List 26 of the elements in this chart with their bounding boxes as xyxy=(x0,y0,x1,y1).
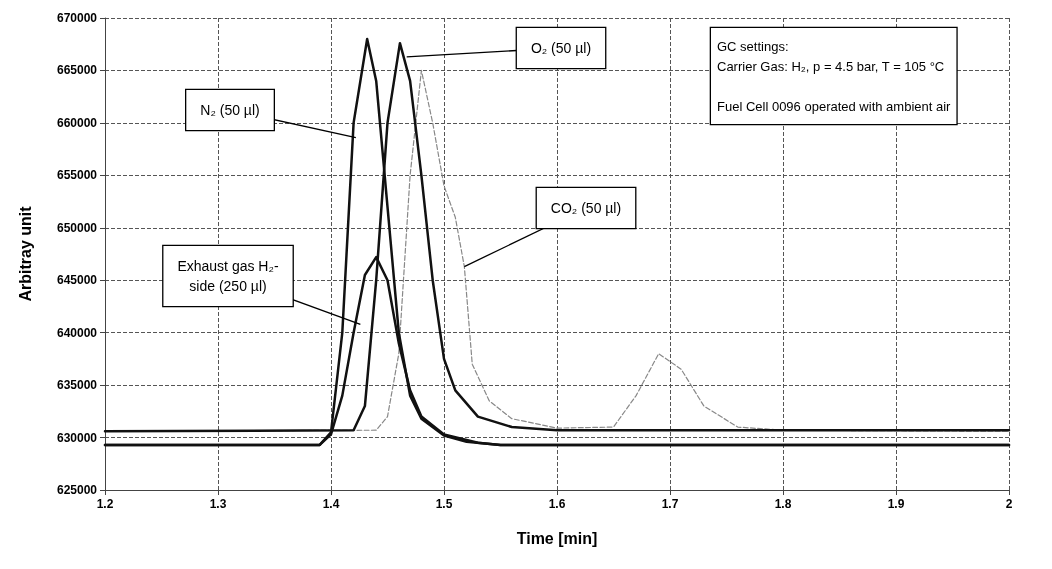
y-tick-label: 660000 xyxy=(56,115,98,130)
y-tick-label: 625000 xyxy=(56,483,98,497)
y-tick-label: 655000 xyxy=(56,168,98,183)
annotation: O₂ (50 µl) xyxy=(530,40,592,56)
y-tick-label: 640000 xyxy=(56,325,98,340)
x-axis-title: Time [min] xyxy=(516,529,598,547)
x-tick-label: 1.5 xyxy=(435,497,453,511)
annotation: CO₂ (50 µl) xyxy=(550,200,622,216)
x-tick-label: 1.7 xyxy=(661,497,679,511)
text: GC settings: Carrier Gas: H₂, p = 4.5 bar, T = 105 °C Fuel Cell 0096 operated with ambient air xyxy=(717,38,951,114)
y-tick-label: 650000 xyxy=(56,220,98,235)
x-tick-label: 1.8 xyxy=(774,497,792,511)
x-tick-label: 1.3 xyxy=(209,497,227,511)
x-tick-label: 1.4 xyxy=(322,497,340,511)
y-axis-title: Arbitray unit xyxy=(16,205,34,302)
y-tick-label: 665000 xyxy=(56,63,98,78)
x-tick-label: 1.2 xyxy=(96,497,114,511)
x-tick-label: 1.9 xyxy=(887,497,905,511)
annotation: N₂ (50 µl) xyxy=(200,102,260,118)
y-tick-label: 645000 xyxy=(56,273,98,288)
y-tick-label: 630000 xyxy=(56,430,98,445)
x-tick-label: 1.6 xyxy=(548,497,566,511)
y-tick-label: 670000 xyxy=(56,11,98,25)
annotation: Exhaust gas H₂- side (250 µl) xyxy=(177,258,279,294)
x-tick-label: 2 xyxy=(1005,497,1013,511)
y-tick-label: 635000 xyxy=(56,378,98,393)
